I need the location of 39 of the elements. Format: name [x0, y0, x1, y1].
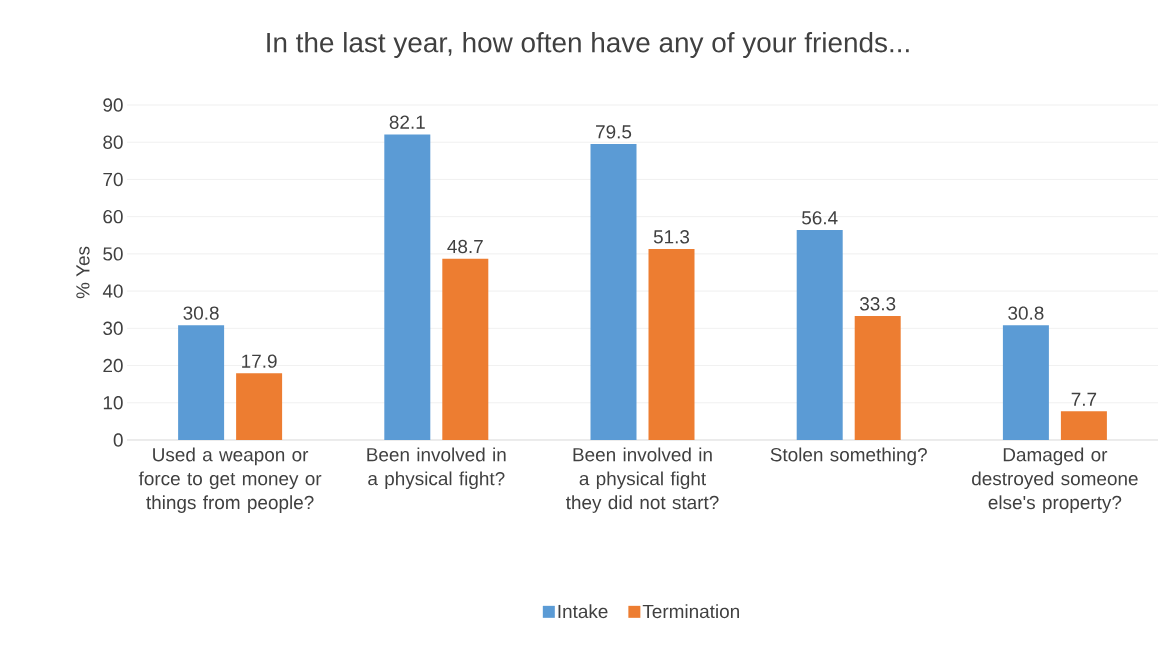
- data-label: 48.7: [447, 239, 483, 254]
- x-tick-label: Used a weapon or force to get money or things from people?: [138, 447, 322, 513]
- bar: [178, 325, 225, 440]
- legend-label: Termination: [642, 604, 739, 619]
- chart-title: In the last year, how often have any of your friends...: [267, 32, 909, 58]
- bar: [590, 144, 637, 440]
- bar: [648, 249, 695, 440]
- data-label: 82.1: [389, 115, 425, 129]
- data-label: 17.9: [242, 354, 277, 368]
- bar: [854, 316, 901, 440]
- y-tick-label: 0: [113, 433, 123, 447]
- bar: [796, 230, 843, 440]
- data-label: 33.3: [860, 297, 896, 311]
- legend-label: Intake: [558, 604, 608, 619]
- y-axis-title: % Yes: [76, 246, 90, 299]
- bar: [1002, 325, 1049, 440]
- bar: [384, 134, 431, 440]
- bar: [442, 258, 489, 440]
- data-label: 30.8: [183, 306, 219, 320]
- x-tick-label: Stolen something?: [770, 447, 927, 466]
- x-tick-label: Been involved in a physical fight?: [367, 447, 506, 490]
- y-tick-label: 40: [102, 284, 123, 298]
- y-tick-label: 60: [103, 209, 123, 224]
- y-tick-label: 70: [103, 172, 123, 187]
- x-tick-label: Damaged or destroyed someone else's property?: [972, 447, 1138, 513]
- y-tick-label: 20: [103, 358, 123, 373]
- data-label: 7.7: [1071, 392, 1097, 406]
- y-tick-label: 90: [103, 98, 123, 112]
- data-label: 30.8: [1008, 306, 1044, 320]
- data-label: 56.4: [802, 211, 838, 225]
- y-tick-label: 50: [103, 247, 123, 261]
- y-tick-label: 30: [103, 321, 123, 336]
- y-tick-label: 10: [103, 396, 123, 410]
- bar: [1060, 411, 1107, 440]
- bar: [236, 373, 283, 440]
- data-label: 51.3: [653, 230, 690, 244]
- y-tick-label: 80: [103, 135, 123, 149]
- data-label: 79.5: [596, 125, 632, 139]
- x-tick-label: Been involved in a physical fight they did not start?: [565, 447, 719, 513]
